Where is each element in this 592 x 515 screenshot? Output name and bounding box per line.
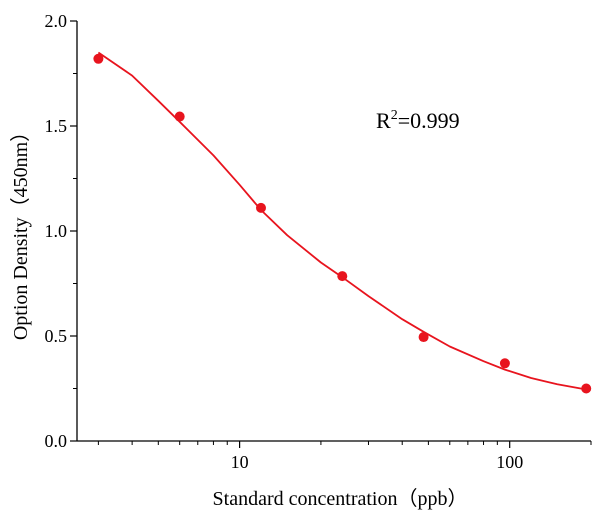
data-point	[418, 332, 429, 343]
axes	[76, 21, 591, 442]
r-squared-base: R	[376, 108, 391, 133]
y-tick-label: 0.5	[45, 326, 68, 346]
data-points-layer	[93, 53, 592, 394]
data-point	[581, 383, 592, 394]
x-axis-label: Standard concentration（ppb）	[213, 487, 468, 510]
y-tick-label: 2.0	[45, 11, 68, 31]
fit-curve	[97, 51, 587, 391]
y-tick-label: 1.0	[45, 221, 68, 241]
x-tick-label: 100	[496, 452, 523, 472]
fit-curve-layer	[97, 51, 587, 391]
data-point	[255, 202, 266, 213]
data-point	[337, 271, 348, 282]
y-tick-label: 1.5	[45, 116, 68, 136]
data-point	[93, 53, 104, 64]
data-point	[499, 358, 510, 369]
x-tick-label: 10	[231, 452, 249, 472]
data-point	[174, 111, 185, 122]
y-axis-label: Option Density（450nm）	[9, 122, 32, 340]
r-squared-sup: 2	[391, 108, 398, 123]
ticks: 0.0 0.5 1.0 1.5 2.0 10 100	[45, 11, 592, 472]
y-tick-label: 0.0	[45, 431, 68, 451]
r-squared-value: =0.999	[398, 108, 460, 133]
r-squared-annotation: R2=0.999	[376, 108, 460, 133]
